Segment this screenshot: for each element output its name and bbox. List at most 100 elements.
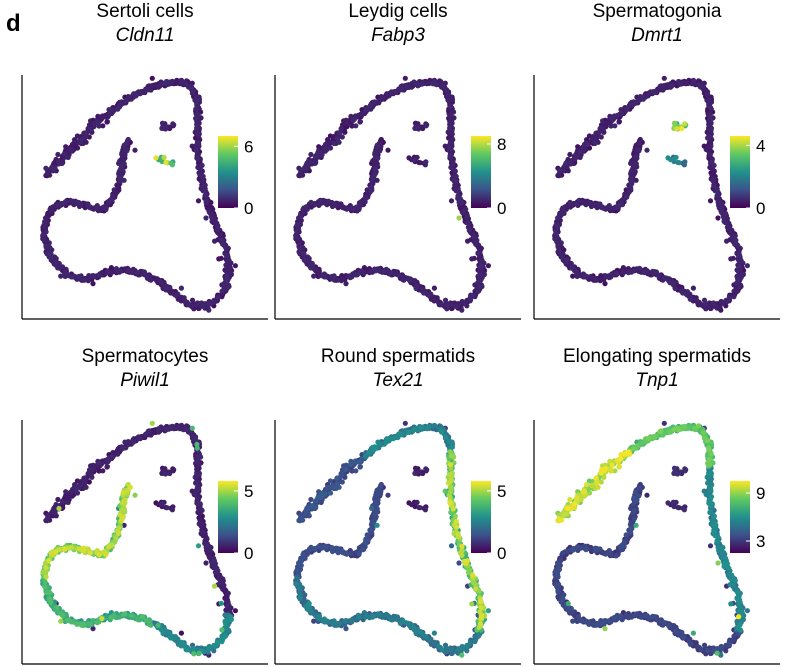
data-point xyxy=(662,76,667,81)
data-point xyxy=(384,267,389,272)
data-point xyxy=(445,97,450,102)
data-point xyxy=(103,552,108,557)
data-point xyxy=(219,627,224,632)
data-point xyxy=(195,486,200,491)
data-point xyxy=(124,148,129,153)
data-point xyxy=(325,199,330,204)
data-point xyxy=(308,265,313,270)
data-point xyxy=(711,300,716,305)
data-point xyxy=(431,297,436,302)
data-point xyxy=(131,91,136,96)
data-point xyxy=(457,646,462,651)
data-point xyxy=(637,140,642,145)
data-point xyxy=(162,471,167,476)
data-point xyxy=(373,171,378,176)
data-point xyxy=(564,258,569,263)
data-point xyxy=(633,154,638,159)
data-point xyxy=(328,490,333,495)
data-point xyxy=(745,263,750,268)
scatter-plot: 04 xyxy=(532,60,782,322)
data-point xyxy=(395,272,400,277)
data-point xyxy=(132,493,137,498)
data-point xyxy=(293,234,298,239)
data-point xyxy=(406,155,411,160)
data-point xyxy=(363,614,368,619)
data-point xyxy=(449,647,454,652)
data-point xyxy=(677,160,682,165)
data-point xyxy=(88,470,93,475)
data-point xyxy=(116,185,121,190)
data-point xyxy=(412,627,417,632)
data-point xyxy=(712,184,717,189)
data-point xyxy=(456,215,461,220)
data-point xyxy=(415,81,420,86)
data-point xyxy=(215,295,220,300)
data-point xyxy=(200,529,205,534)
data-point xyxy=(569,261,574,266)
data-point xyxy=(449,137,454,142)
data-point xyxy=(448,154,453,159)
data-point xyxy=(46,170,51,175)
data-point xyxy=(335,136,340,141)
data-point xyxy=(469,256,474,261)
data-point xyxy=(658,84,663,89)
data-point xyxy=(334,476,339,481)
data-point xyxy=(147,622,152,627)
data-point xyxy=(76,274,81,279)
data-point xyxy=(75,133,80,138)
data-point xyxy=(453,179,458,184)
colorbar-tick-label: 0 xyxy=(244,199,253,218)
data-point xyxy=(44,574,49,579)
data-point xyxy=(194,442,199,447)
data-point xyxy=(223,621,228,626)
data-point xyxy=(696,82,701,87)
data-point xyxy=(79,623,84,628)
data-point xyxy=(603,273,608,278)
data-point xyxy=(163,160,168,165)
data-point xyxy=(403,620,408,625)
data-point xyxy=(479,260,484,265)
data-point xyxy=(486,608,491,613)
data-point xyxy=(204,200,209,205)
data-point xyxy=(370,176,375,181)
data-point xyxy=(229,617,234,622)
panel-title: Round spermatids xyxy=(273,345,523,369)
data-point xyxy=(555,224,560,229)
colorbar xyxy=(471,136,491,208)
data-points xyxy=(552,76,750,313)
colorbar xyxy=(218,481,238,553)
data-point xyxy=(306,605,311,610)
data-point xyxy=(370,526,375,531)
data-point xyxy=(224,603,229,608)
data-point xyxy=(190,426,195,431)
data-point xyxy=(412,471,417,476)
data-point xyxy=(671,282,676,287)
data-point xyxy=(193,148,198,153)
data-point xyxy=(669,83,674,88)
data-point xyxy=(109,196,114,201)
data-point xyxy=(463,300,468,305)
data-point xyxy=(116,531,121,536)
data-point xyxy=(448,104,453,109)
data-point xyxy=(555,215,560,220)
data-point xyxy=(179,286,184,291)
data-point xyxy=(625,106,630,111)
data-point xyxy=(212,558,217,563)
data-point xyxy=(58,619,63,624)
data-point xyxy=(369,188,374,193)
data-point xyxy=(419,425,424,430)
data-point xyxy=(66,495,71,500)
data-point xyxy=(708,152,713,157)
data-point xyxy=(423,159,428,164)
data-point xyxy=(706,98,711,103)
data-point xyxy=(578,150,583,155)
panel-letter: d xyxy=(6,10,21,38)
data-point xyxy=(628,161,633,166)
data-point xyxy=(393,90,398,95)
data-point xyxy=(197,97,202,102)
data-point xyxy=(474,239,479,244)
data-point xyxy=(415,500,420,505)
panel-title: Spermatocytes xyxy=(20,345,270,369)
data-point xyxy=(389,89,394,94)
